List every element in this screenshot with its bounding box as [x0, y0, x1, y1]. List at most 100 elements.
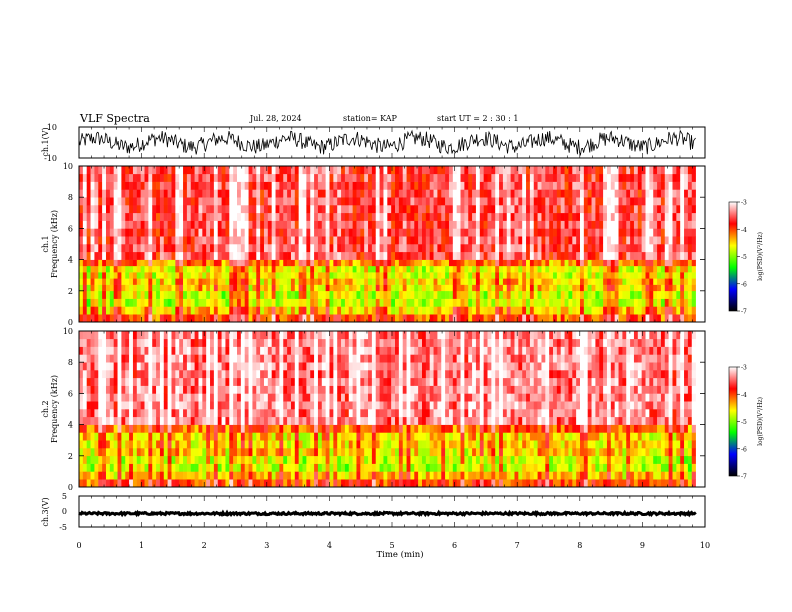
spectrogram-cell: [418, 290, 423, 299]
spectrogram-cell: [583, 272, 588, 279]
spectrogram-cell: [279, 440, 284, 449]
spectrogram-cell: [437, 228, 442, 237]
spectrogram-cell: [183, 189, 188, 198]
spectrogram-cell: [179, 244, 184, 253]
spectrogram-cell: [580, 298, 585, 307]
spectrogram-cell: [626, 272, 631, 279]
spectrogram-cell: [132, 236, 138, 245]
spectrogram-cell: [460, 189, 465, 198]
spectrogram-cell: [302, 354, 307, 363]
spectrogram-cell: [244, 220, 249, 229]
spectrogram-cell: [82, 370, 87, 379]
spectrogram-cell: [614, 314, 619, 323]
spectrogram-cell: [198, 432, 203, 441]
spectrogram-cell: [125, 220, 130, 229]
spectrogram-cell: [568, 244, 573, 253]
spectrogram-cell: [271, 284, 276, 292]
spectrogram-cell: [483, 197, 488, 206]
spectrogram-cell: [317, 471, 323, 480]
spectrogram-cell: [549, 205, 554, 214]
spectrogram-cell: [510, 290, 515, 299]
spectrogram-cell: [198, 362, 203, 371]
spectrogram-cell: [637, 197, 642, 206]
spectrogram-cell: [194, 393, 199, 402]
spectrogram-cell: [163, 220, 168, 229]
spectrogram-cell: [391, 173, 396, 182]
spectrogram-cell: [568, 189, 573, 198]
spectrogram-cell: [495, 306, 500, 315]
spectrogram-cell: [583, 298, 588, 307]
spectrogram-cell: [136, 265, 141, 273]
spectrogram-cell: [379, 220, 384, 229]
spectrogram-cell: [132, 265, 138, 273]
spectrogram-cell: [148, 251, 153, 260]
spectrogram-cell: [541, 272, 546, 279]
spectrogram-cell: [125, 189, 130, 198]
spectrogram-cell: [302, 455, 307, 464]
spectrogram-cell: [233, 306, 238, 315]
spectrogram-cell: [344, 236, 350, 245]
spectrogram-cell: [568, 236, 573, 245]
spectrogram-cell: [364, 251, 369, 260]
spectrogram-cell: [198, 228, 203, 237]
spectrogram-cell: [302, 290, 307, 299]
spectrogram-cell: [267, 455, 272, 464]
spectrogram-cell: [344, 251, 350, 260]
spectrogram-cell: [668, 189, 673, 198]
spectrogram-cell: [159, 471, 165, 480]
spectrogram-cell: [553, 212, 558, 221]
spectrogram-cell: [256, 265, 261, 273]
spectrogram-cell: [337, 205, 342, 214]
spectrogram-cell: [244, 362, 249, 371]
spectrogram-cell: [102, 314, 107, 323]
spectrogram-cell: [183, 346, 188, 355]
spectrogram-cell: [341, 338, 346, 347]
spectrogram-cell: [294, 338, 299, 347]
spectrogram-cell: [329, 314, 334, 323]
spectrogram-cell: [113, 338, 118, 347]
spectrogram-cell: [198, 284, 203, 292]
spectrogram-cell: [514, 205, 519, 214]
spectrogram-cell: [533, 259, 538, 267]
spectrogram-cell: [248, 440, 253, 449]
spectrogram-cell: [560, 173, 565, 182]
spectrogram-cell: [113, 314, 118, 323]
spectrogram-cell: [329, 189, 334, 198]
spectrogram-cell: [79, 244, 84, 253]
spectrogram-cell: [360, 331, 365, 340]
spectrogram-cell: [213, 314, 219, 323]
spectrogram-cell: [475, 284, 481, 292]
spectrogram-cell: [418, 314, 423, 323]
spectrogram-cell: [167, 251, 172, 260]
spectrogram-cell: [653, 236, 658, 245]
spectrogram-cell: [140, 354, 145, 363]
spectrogram-cell: [337, 284, 342, 292]
spectrogram-cell: [132, 272, 138, 279]
spectrogram-cell: [275, 401, 280, 410]
spectrogram-cell: [98, 463, 103, 472]
spectrogram-cell: [429, 236, 434, 245]
spectrogram-cell: [379, 278, 384, 285]
spectrogram-cell: [132, 212, 138, 221]
spectrogram-cell: [352, 479, 357, 488]
spectrogram-cell: [630, 278, 635, 285]
spectrogram-cell: [329, 331, 334, 340]
spectrogram-cell: [167, 370, 172, 379]
spectrogram-cell: [317, 259, 323, 267]
spectrogram-cell: [414, 290, 419, 299]
spectrogram-cell: [514, 166, 519, 175]
spectrogram-cell: [159, 259, 165, 267]
spectrogram-cell: [445, 272, 450, 279]
spectrogram-cell: [321, 455, 326, 464]
spectrogram-cell: [371, 290, 377, 299]
spectrogram-cell: [105, 244, 111, 253]
spectrogram-cell: [132, 284, 138, 292]
spectrogram-cell: [82, 298, 87, 307]
spectrogram-cell: [637, 212, 642, 221]
spectrogram-cell: [352, 346, 357, 355]
spectrogram-cell: [495, 205, 500, 214]
spectrogram-cell: [136, 471, 141, 480]
spectrogram-cell: [225, 479, 230, 488]
spectrogram-cell: [491, 298, 496, 307]
spectrogram-cell: [518, 265, 523, 273]
